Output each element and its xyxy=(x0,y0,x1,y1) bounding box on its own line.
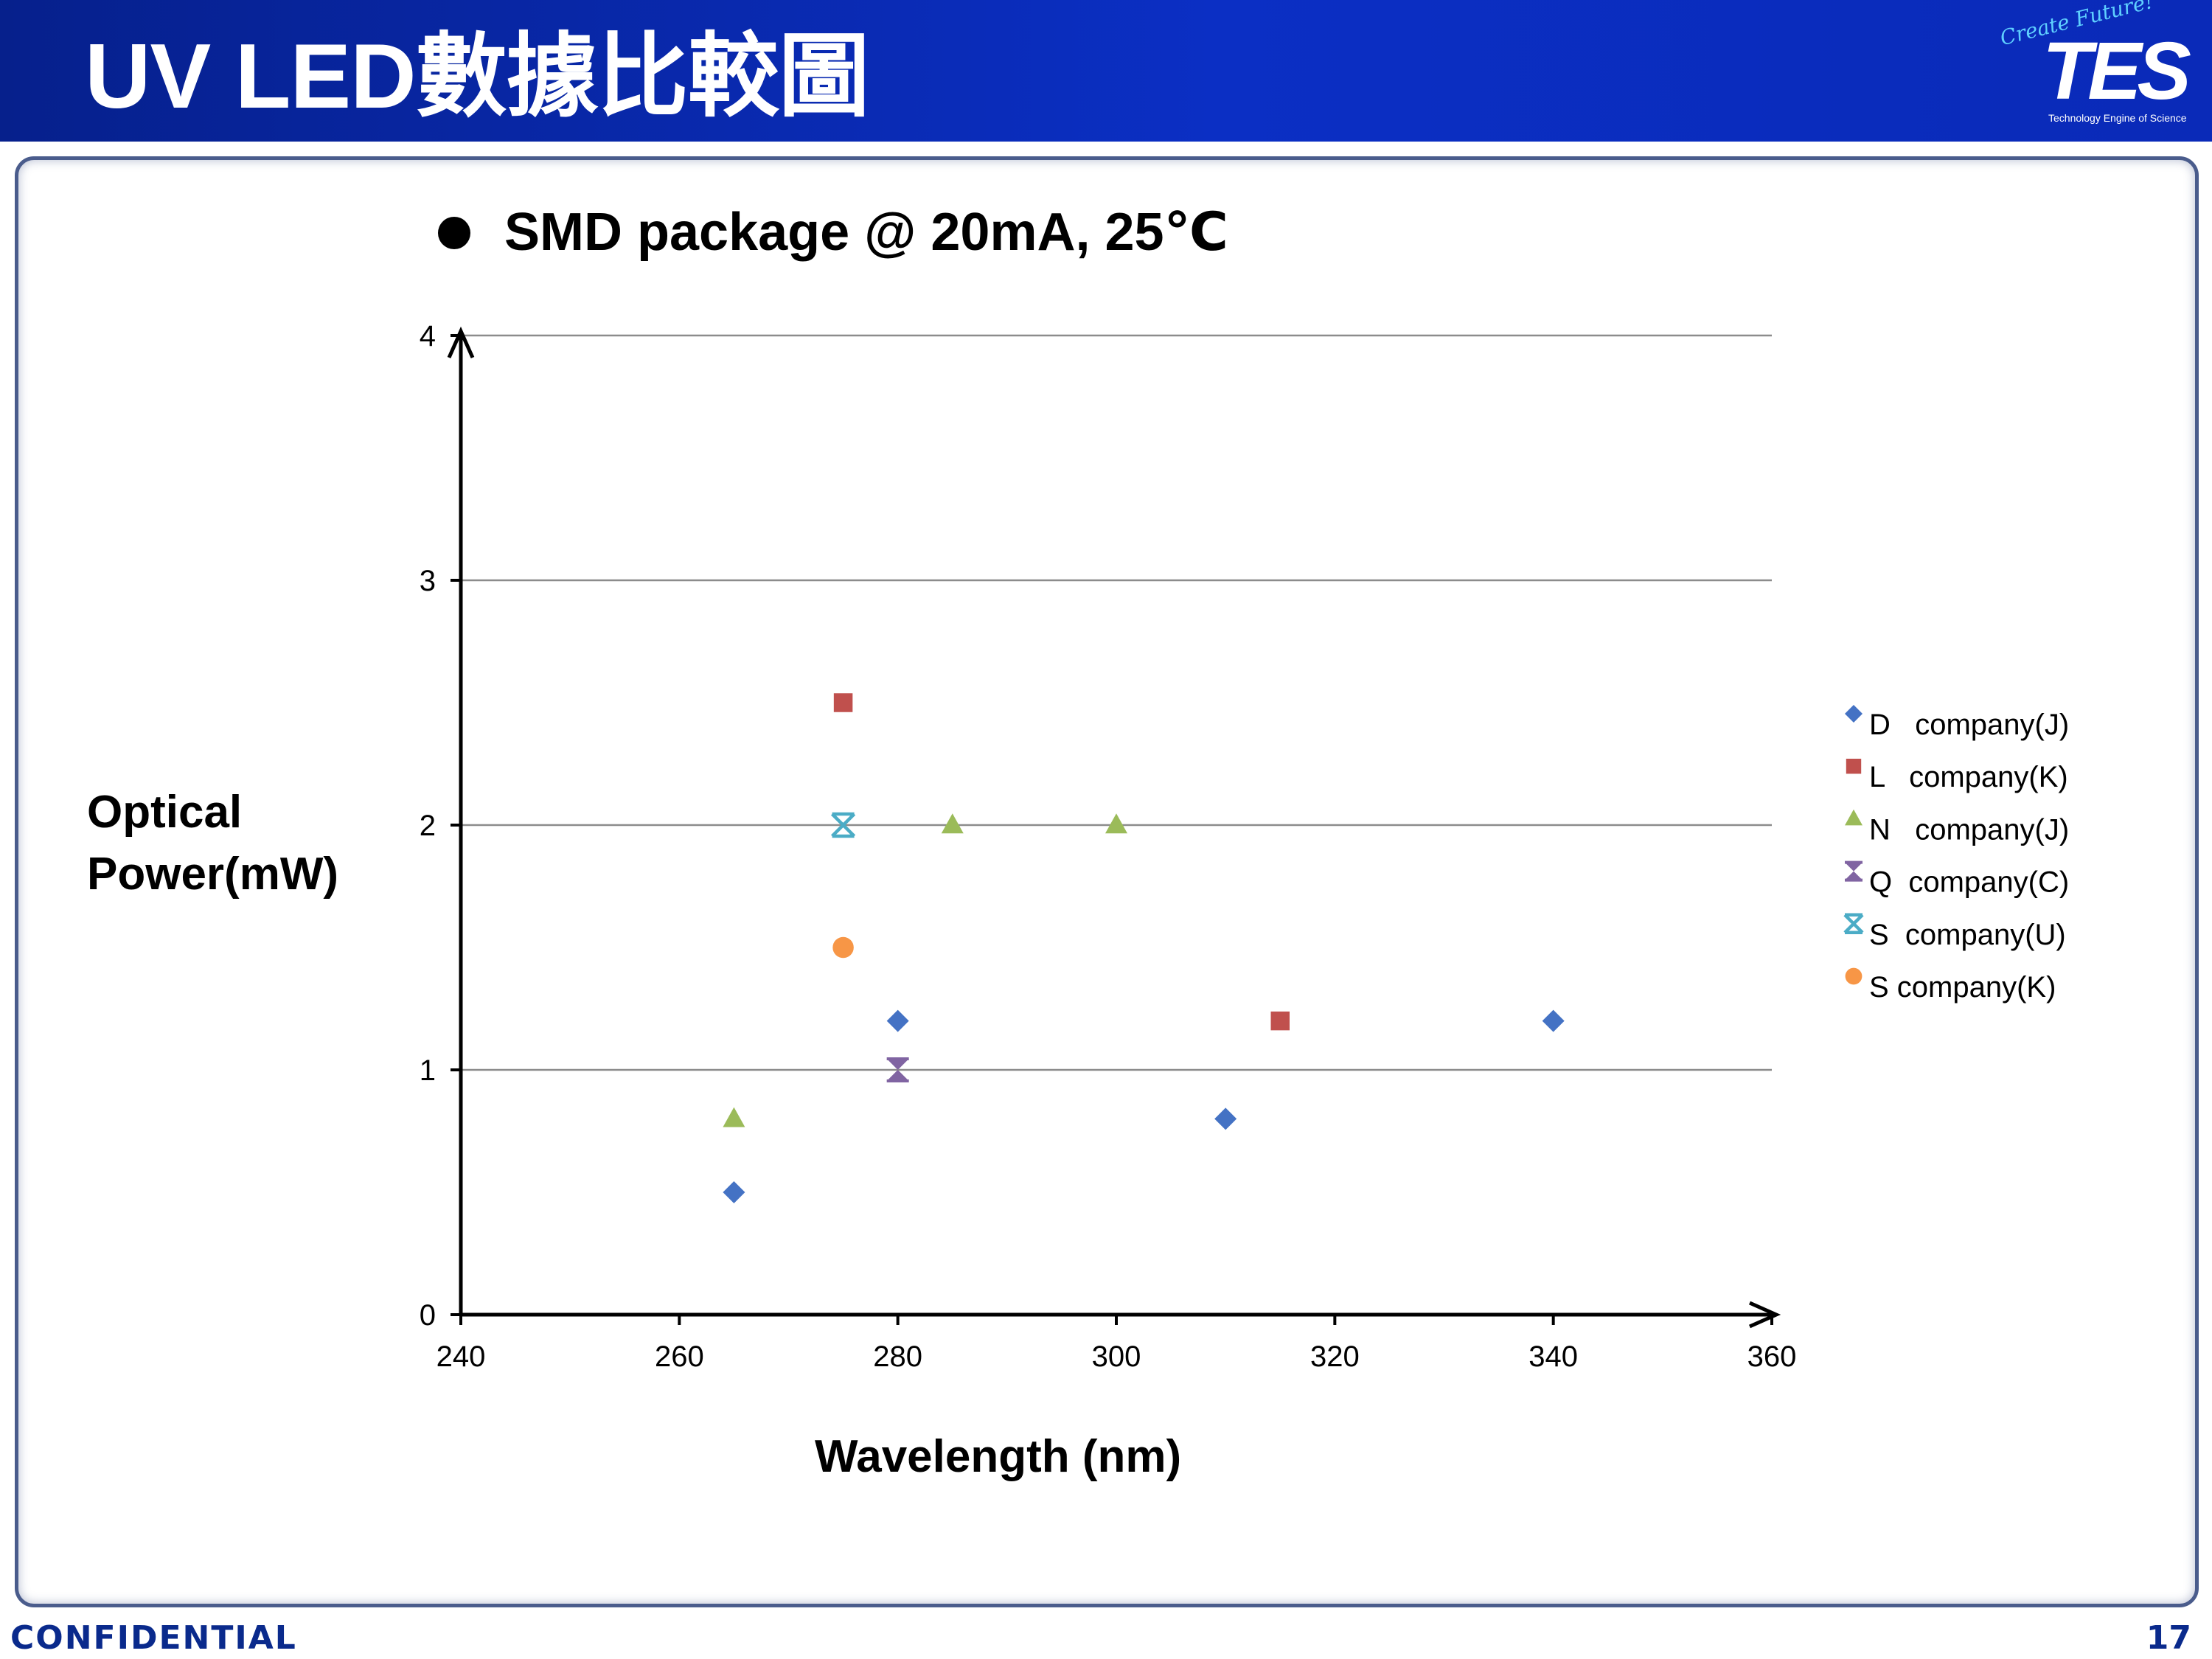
legend-marker-3 xyxy=(1845,860,1863,882)
data-points xyxy=(723,693,1565,1203)
data-point-s2-p2 xyxy=(1105,813,1127,834)
x-tick-label: 360 xyxy=(1747,1340,1797,1373)
x-axis-arrow-icon xyxy=(1748,1301,1781,1329)
axes xyxy=(447,326,1781,1329)
data-point-s0-p3 xyxy=(1542,1009,1565,1032)
x-tick-label: 280 xyxy=(873,1340,922,1373)
content-panel xyxy=(15,156,2199,1607)
slide-header: UV LED數據比較圖 Create Future! TES Technolog… xyxy=(0,0,2212,142)
data-point-s1-p0 xyxy=(833,693,853,712)
y-tick-label: 3 xyxy=(420,565,436,597)
data-point-s3-p0 xyxy=(886,1057,909,1082)
y-tick-label: 4 xyxy=(420,320,436,352)
legend-marker-4 xyxy=(1843,913,1864,935)
legend-marker-0 xyxy=(1845,705,1863,723)
data-point-s0-p1 xyxy=(886,1009,909,1032)
y-tick-label: 1 xyxy=(420,1054,436,1087)
y-axis-arrow-icon xyxy=(447,326,475,359)
y-axis-label: Optical Power(mW) xyxy=(87,787,338,900)
y-tick-label: 2 xyxy=(420,810,436,842)
x-tick-label: 240 xyxy=(437,1340,486,1373)
logo-name: TES xyxy=(2042,26,2191,116)
x-tick-label: 320 xyxy=(1310,1340,1360,1373)
data-point-s0-p0 xyxy=(723,1181,745,1203)
legend: D company(J) L company(K) N company(J) Q co… xyxy=(1843,705,2069,1004)
y-tick-label: 0 xyxy=(420,1299,436,1332)
grid-lines xyxy=(461,334,1772,1071)
x-axis-label: Wavelength (nm) xyxy=(815,1431,1182,1482)
data-point-s2-p1 xyxy=(941,813,964,834)
legend-label-3: Q company(C) xyxy=(1869,866,2069,899)
legend-label-4: S company(U) xyxy=(1869,919,2066,951)
legend-marker-5 xyxy=(1845,967,1863,985)
data-point-s5-p0 xyxy=(832,936,854,959)
legend-marker-2 xyxy=(1845,809,1863,826)
legend-label-0: D company(J) xyxy=(1869,709,2069,741)
legend-label-5: S company(K) xyxy=(1869,971,2056,1004)
legend-label-2: N company(J) xyxy=(1869,813,2069,846)
data-point-s0-p2 xyxy=(1214,1107,1237,1130)
data-point-s1-p1 xyxy=(1270,1011,1290,1031)
logo-tagline: Technology Engine of Science xyxy=(2048,112,2187,124)
legend-marker-1 xyxy=(1846,759,1862,774)
page-number: 17 xyxy=(2146,1619,2191,1657)
chart-subtitle: SMD package @ 20mA, 25℃ xyxy=(504,203,1228,262)
legend-label-1: L company(K) xyxy=(1869,761,2068,793)
confidential-label: CONFIDENTIAL xyxy=(10,1619,297,1657)
x-tick-label: 260 xyxy=(655,1340,704,1373)
tes-logo: Create Future! TES Technology Engine of … xyxy=(1991,0,2205,133)
x-tick-label: 340 xyxy=(1528,1340,1578,1373)
bullet-icon xyxy=(438,217,470,249)
data-point-s4-p0 xyxy=(830,812,856,838)
slide-title: UV LED數據比較圖 xyxy=(85,26,870,128)
data-point-s2-p0 xyxy=(723,1107,745,1127)
tick-labels: 0 1 2 3 4 240 260 280 300 320 340 360 xyxy=(420,320,1797,1373)
x-tick-label: 300 xyxy=(1092,1340,1141,1373)
